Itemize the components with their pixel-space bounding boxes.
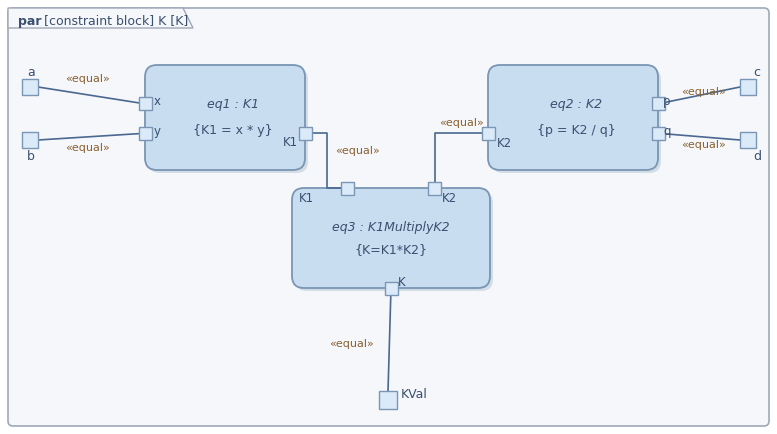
Text: y: y [154,125,161,138]
Text: K2: K2 [441,191,457,204]
Bar [341,181,354,194]
Text: x: x [154,95,161,108]
Bar [385,282,398,295]
FancyBboxPatch shape [491,68,661,173]
FancyBboxPatch shape [292,188,490,288]
Bar [138,127,152,140]
Text: «equal»: «equal» [65,143,110,153]
FancyBboxPatch shape [295,191,493,291]
Polygon shape [8,8,193,28]
Text: c: c [753,66,760,79]
Text: eq3 : K1MultiplyK2: eq3 : K1MultiplyK2 [333,221,450,234]
Text: [constraint block] K [K]: [constraint block] K [K] [40,14,188,27]
Text: «equal»: «equal» [681,140,726,150]
Text: a: a [27,66,35,79]
Text: {p = K2 / q}: {p = K2 / q} [537,124,616,137]
Bar [740,79,756,95]
Bar [651,127,664,140]
Text: K2: K2 [497,137,512,150]
FancyBboxPatch shape [148,68,308,173]
Text: par: par [18,14,41,27]
Text: «equal»: «equal» [329,339,374,349]
Text: K: K [398,276,406,289]
Text: d: d [753,149,761,162]
Text: {K=K1*K2}: {K=K1*K2} [354,243,427,256]
Text: p: p [663,95,671,108]
Bar [740,132,756,148]
Text: «equal»: «equal» [65,74,110,84]
FancyBboxPatch shape [8,8,769,426]
Bar [379,391,397,409]
Bar [428,181,441,194]
Text: KVal: KVal [401,388,428,401]
Text: {K1 = x * y}: {K1 = x * y} [193,124,273,137]
FancyBboxPatch shape [488,65,658,170]
Text: «equal»: «equal» [439,118,483,128]
Text: «equal»: «equal» [335,146,379,156]
Bar [482,127,494,140]
Bar [298,127,312,140]
Text: K1: K1 [283,136,298,149]
Bar [22,132,38,148]
Text: eq1 : K1: eq1 : K1 [207,99,259,112]
Text: «equal»: «equal» [681,87,726,97]
Text: K1: K1 [299,191,314,204]
FancyBboxPatch shape [145,65,305,170]
Bar [138,97,152,110]
Bar [22,79,38,95]
Text: eq2 : K2: eq2 : K2 [550,99,602,112]
Text: b: b [27,149,35,162]
Text: q: q [663,125,671,138]
Bar [651,97,664,110]
